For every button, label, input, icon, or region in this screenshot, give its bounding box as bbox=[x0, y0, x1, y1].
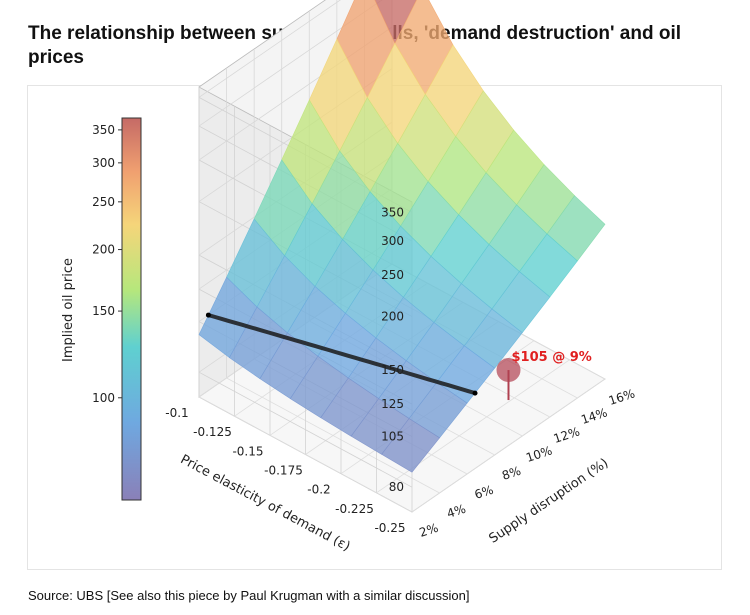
colorbar-tick-label: 350 bbox=[92, 123, 115, 137]
z-tick-label: 350 bbox=[381, 205, 404, 219]
y-tick-label: -0.2 bbox=[307, 483, 330, 497]
colorbar-tick-label: 100 bbox=[92, 391, 115, 405]
y-tick-label: -0.125 bbox=[193, 425, 232, 439]
grid-line bbox=[376, 359, 570, 494]
colorbar-label: Implied oil price bbox=[61, 258, 76, 362]
colorbar-tick-label: 250 bbox=[92, 195, 115, 209]
grid-line bbox=[198, 0, 341, 98]
x-tick-label: 10% bbox=[524, 443, 554, 465]
x-tick-label: 8% bbox=[500, 464, 522, 483]
colorbar-tick-label: 300 bbox=[92, 156, 115, 170]
iso-price-curve bbox=[206, 313, 477, 396]
colorbar-tick-label: 200 bbox=[92, 243, 115, 257]
y-tick-label: -0.225 bbox=[335, 502, 374, 516]
grid-line bbox=[198, 371, 413, 488]
colorbar-gradient bbox=[121, 117, 142, 501]
colorbar: 100 150 200 250 300 350 Implied oil price bbox=[61, 117, 142, 501]
z-tick-label: 150 bbox=[381, 363, 404, 377]
surface-mesh bbox=[198, 0, 606, 473]
z-tick-label: 300 bbox=[381, 234, 404, 248]
z-tick-label: 80 bbox=[389, 480, 404, 494]
grid-line bbox=[411, 378, 606, 513]
source-note: Source: UBS [See also this piece by Paul… bbox=[28, 588, 470, 603]
z-tick-label: 200 bbox=[381, 310, 404, 324]
highlight-annotation: $105 @ 9% bbox=[512, 350, 592, 365]
z-tick-label: 250 bbox=[381, 268, 404, 282]
surface-overlay: $105 @ 9% bbox=[205, 312, 592, 401]
colorbar-tick-label: 150 bbox=[92, 304, 115, 318]
y-tick-label: -0.1 bbox=[165, 406, 188, 420]
x-tick-label: 12% bbox=[552, 424, 582, 446]
surface-patch bbox=[381, 418, 441, 473]
x-tick-label: 2% bbox=[418, 521, 440, 540]
highlight-marker bbox=[496, 358, 521, 383]
z-tick-label: 105 bbox=[381, 430, 404, 444]
y-tick-label: -0.15 bbox=[232, 444, 263, 458]
x-tick-label: 6% bbox=[473, 483, 495, 502]
curve-end-point bbox=[472, 390, 478, 396]
x-tick-label: 4% bbox=[445, 502, 467, 521]
z-tick-label: 125 bbox=[381, 397, 404, 411]
x-tick-label: 14% bbox=[579, 405, 609, 427]
x-tick-label: 16% bbox=[607, 386, 637, 408]
curve-end-point bbox=[205, 312, 211, 318]
y-tick-label: -0.25 bbox=[374, 521, 405, 535]
y-tick-label: -0.175 bbox=[264, 464, 303, 478]
